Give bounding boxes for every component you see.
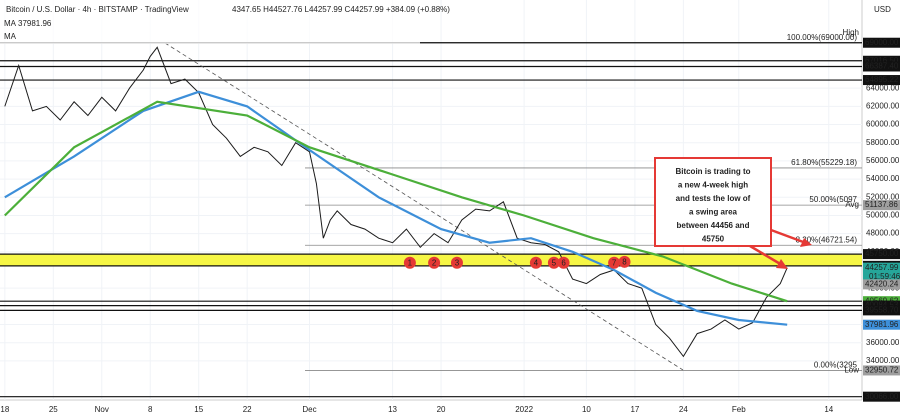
y-tick-label: 34000.00	[866, 356, 900, 365]
marker	[608, 256, 621, 269]
x-tick-label: 25	[49, 405, 58, 414]
x-tick-label: Nov	[95, 405, 109, 414]
y-tick-label: 58000.00	[866, 138, 900, 147]
x-tick-label: Feb	[732, 405, 746, 414]
price-label: 64895.22	[865, 75, 899, 84]
y-tick-label: 56000.00	[866, 156, 900, 165]
y-tick-label: 52000.00	[866, 192, 900, 201]
price-line	[4, 46, 788, 358]
marker	[618, 255, 631, 268]
price-label-bg	[863, 37, 900, 48]
arrow	[749, 244, 783, 267]
y-tick-label: 60000.00	[866, 120, 900, 129]
fib-label: 61.80%(55229.18)	[791, 158, 857, 167]
x-tick-label: 18	[0, 405, 9, 414]
marker-label: 1	[408, 258, 413, 267]
marker	[557, 256, 570, 269]
moving-average	[4, 90, 788, 326]
y-tick-label: 62000.00	[866, 101, 900, 110]
annotation-box	[654, 157, 772, 247]
price-label-bg	[863, 262, 900, 283]
price-label: 51137.86	[865, 200, 898, 209]
marker-label: 5	[552, 258, 557, 267]
countdown: 01:59:46	[869, 272, 900, 281]
price-label: 40084.53	[865, 301, 899, 310]
x-tick-label: 20	[437, 405, 446, 414]
price-label-bg	[863, 249, 900, 260]
arrow-head	[800, 238, 812, 247]
price-label: 69000.00	[865, 38, 899, 47]
price-label-bg	[863, 279, 900, 290]
fib-label: 0.00%(3295	[814, 361, 858, 370]
legend-ma: MA	[4, 32, 17, 41]
price-label-bg	[863, 391, 900, 402]
price-label-bg	[863, 61, 900, 72]
x-tick-label: 22	[243, 405, 252, 414]
marker	[403, 256, 416, 269]
x-tick-label: 14	[824, 405, 833, 414]
price-label: 67016.50	[865, 56, 899, 65]
fib-label: 8.20%(46721.54)	[796, 235, 858, 244]
arrow	[770, 228, 807, 245]
price-label-bg	[863, 200, 900, 211]
price-label: 39558.70	[865, 305, 899, 314]
x-tick-label: 17	[630, 405, 639, 414]
x-tick-label: Dec	[302, 405, 316, 414]
legend-ma: MA	[4, 19, 17, 28]
x-tick-label: 8	[148, 405, 153, 414]
x-tick-label: 13	[388, 405, 397, 414]
stat-label: Avg	[845, 200, 859, 209]
y-tick-label: 48000.00	[866, 229, 900, 238]
price-label: 37981.96	[865, 320, 899, 329]
annotation-text: a new 4-week high	[678, 181, 748, 190]
legend-bg	[0, 0, 420, 44]
marker-label: 3	[455, 258, 460, 267]
price-label: 66387.40	[865, 62, 899, 71]
annotation-text: and tests the low of	[676, 194, 751, 203]
annotation-text: a swing area	[689, 208, 738, 217]
chart-title: Bitcoin / U.S. Dollar · 4h · BITSTAMP · …	[6, 5, 189, 14]
price-label: 42420.24	[865, 279, 899, 288]
arrow-head	[776, 259, 788, 269]
x-tick-label: 2022	[515, 405, 533, 414]
price-label-bg	[863, 75, 900, 86]
ohlc: 4347.65 H44527.76 L44257.99 C44257.99 +3…	[232, 5, 450, 14]
marker	[428, 256, 441, 269]
price-label: 44257.99	[865, 263, 899, 272]
x-tick-label: 15	[194, 405, 203, 414]
marker	[529, 256, 542, 269]
annotation-text: 45750	[702, 235, 725, 244]
marker	[450, 256, 463, 269]
marker-label: 8	[622, 257, 627, 266]
marker-label: 2	[432, 258, 437, 267]
x-tick-label: 24	[679, 405, 688, 414]
fib-label: 50.00%(5097	[809, 195, 857, 204]
marker-label: 6	[561, 258, 566, 267]
price-label: 32950.72	[865, 366, 899, 375]
stat-label: Low	[844, 366, 859, 375]
y-tick-label: 64000.00	[866, 83, 900, 92]
price-label-bg	[863, 55, 900, 66]
x-tick-label: 10	[582, 405, 591, 414]
y-tick-label: 54000.00	[866, 174, 900, 183]
marker-label: 4	[534, 258, 539, 267]
y-tick-label: 36000.00	[866, 338, 900, 347]
annotation-text: Bitcoin is trading to	[675, 167, 750, 176]
moving-average	[4, 100, 788, 303]
price-label: 45750.00	[865, 249, 899, 258]
marker-label: 7	[612, 258, 617, 267]
legend-ma-value: 37981.96	[18, 19, 52, 28]
fib-label: 100.00%(69000.00)	[787, 33, 858, 42]
currency: USD	[874, 5, 891, 14]
price-label-bg	[863, 365, 900, 376]
marker	[547, 256, 560, 269]
price-label-bg	[863, 319, 900, 330]
annotation-text: between 44456 and	[677, 221, 750, 230]
price-label: 30066.00	[865, 392, 899, 401]
y-tick-label: 50000.00	[866, 211, 900, 220]
stat-label: High	[843, 28, 859, 37]
price-label-bg	[863, 305, 900, 316]
